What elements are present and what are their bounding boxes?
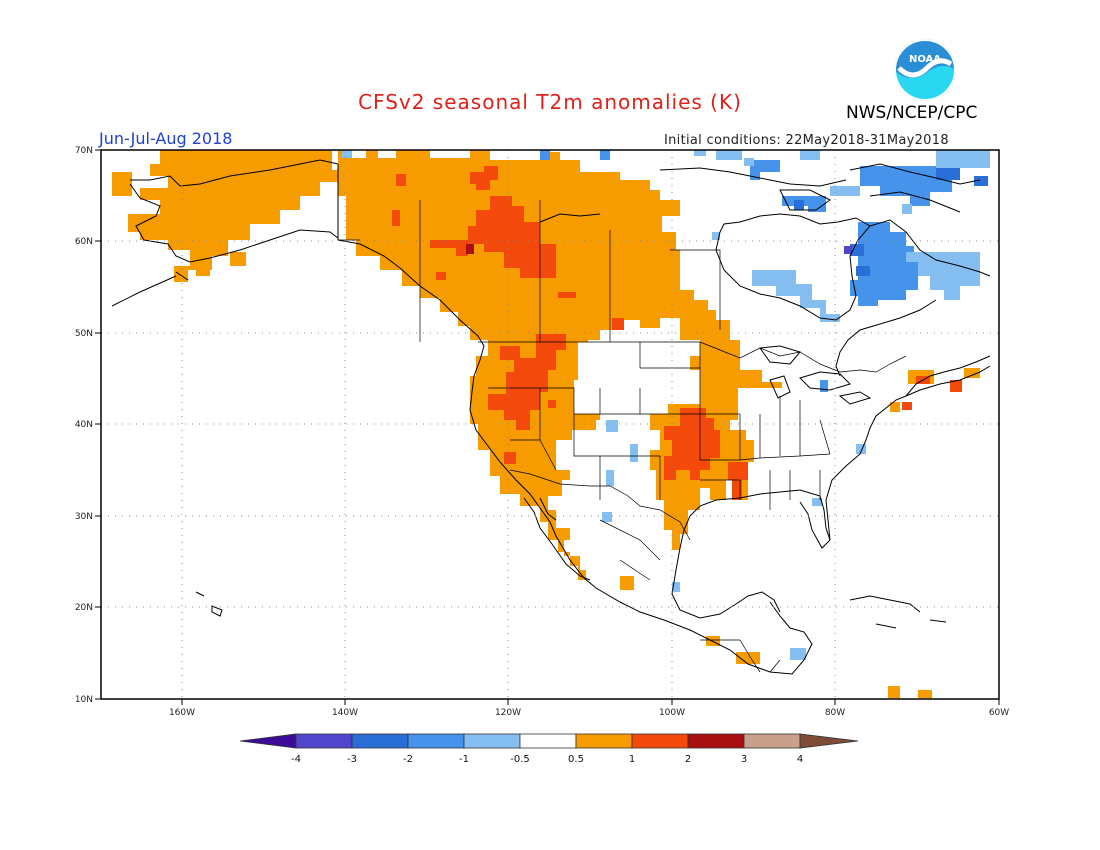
anomaly-region-southern-plains-hot [664, 408, 748, 500]
lat-label: 20N [75, 603, 93, 613]
lon-label: 80W [825, 708, 845, 718]
labrador-coast [835, 219, 991, 377]
lon-label: 140W [332, 708, 358, 718]
longitude-labels: 160W 140W 120W 100W 80W 60W [169, 708, 1009, 718]
initial-conditions-label: Initial conditions: 22May2018-31May2018 [664, 133, 949, 148]
anomaly-shading [112, 150, 990, 698]
colorbar [239, 733, 859, 749]
gulf-coast [671, 489, 831, 619]
latitude-labels: 70N 60N 50N 40N 30N 20N 10N [75, 146, 93, 705]
colorbar-label: 2 [685, 754, 691, 765]
us-canada-border [478, 341, 907, 373]
colorbar-segment [463, 733, 521, 749]
east-coast [825, 355, 991, 541]
anomaly-region-northern-plains-neutral [578, 342, 700, 418]
canada-province-lines [338, 200, 721, 342]
colorbar-segment [519, 733, 577, 749]
colorbar-segment [743, 733, 801, 749]
political-boundaries [338, 200, 907, 673]
colorbar-segment [239, 733, 297, 749]
agency-label: NWS/NCEP/CPC [846, 103, 978, 123]
lat-label: 40N [75, 420, 93, 430]
arctic-islands [539, 163, 981, 223]
colorbar-label: 4 [797, 754, 803, 765]
alaska-coast [111, 159, 479, 337]
us-state-lines [488, 342, 831, 510]
lon-label: 120W [495, 708, 521, 718]
baja-coast [523, 497, 591, 581]
great-lakes [759, 345, 872, 405]
colorbar-label: 3 [741, 754, 747, 765]
anomaly-region-alaska-coast [112, 172, 246, 276]
season-label: Jun-Jul-Aug 2018 [99, 129, 233, 148]
colorbar-segment [799, 733, 859, 749]
colorbar-label: 1 [629, 754, 635, 765]
anomaly-region-alaska-warm [128, 150, 332, 282]
lat-label: 70N [75, 146, 93, 156]
colorbar-label: -2 [403, 754, 413, 765]
colorbar-label: -4 [291, 754, 301, 765]
colorbar-segment [631, 733, 689, 749]
lon-label: 60W [989, 708, 1009, 718]
lat-label: 60N [75, 237, 93, 247]
colorbar-segment [575, 733, 633, 749]
lat-label: 50N [75, 329, 93, 339]
lon-label: 160W [169, 708, 195, 718]
colorbar-label: -3 [347, 754, 357, 765]
coastlines [111, 159, 991, 675]
colorbar-segment [687, 733, 745, 749]
anomaly-region-very-cool [844, 246, 852, 254]
anomaly-region-new-england-hot [902, 376, 962, 410]
gridlines [101, 150, 999, 699]
anomaly-region-northwest-us-hot [488, 334, 566, 464]
colorbar-label: 0.5 [568, 754, 584, 765]
noaa-logo-text: NOAA [909, 54, 941, 65]
axis-ticks [95, 149, 1000, 705]
colorbar-segment [351, 733, 409, 749]
colorbar-segment [407, 733, 465, 749]
colorbar-label: -1 [459, 754, 469, 765]
anomaly-region-very-hot [466, 244, 474, 254]
noaa-logo: NOAA [894, 39, 956, 101]
lat-label: 10N [75, 695, 93, 705]
lon-label: 100W [659, 708, 685, 718]
caribbean-islands [195, 591, 947, 629]
mexico-state-lines [599, 519, 781, 673]
hudson-bay-coast [715, 213, 871, 321]
colorbar-labels: -4 -3 -2 -1 -0.5 0.5 1 2 3 4 [291, 754, 803, 765]
us-mexico-border [509, 469, 691, 541]
chart-title: CFSv2 seasonal T2m anomalies (K) [358, 90, 742, 114]
lat-label: 30N [75, 512, 93, 522]
colorbar-label: -0.5 [510, 754, 530, 765]
colorbar-segment [295, 733, 353, 749]
west-coast [469, 335, 813, 675]
